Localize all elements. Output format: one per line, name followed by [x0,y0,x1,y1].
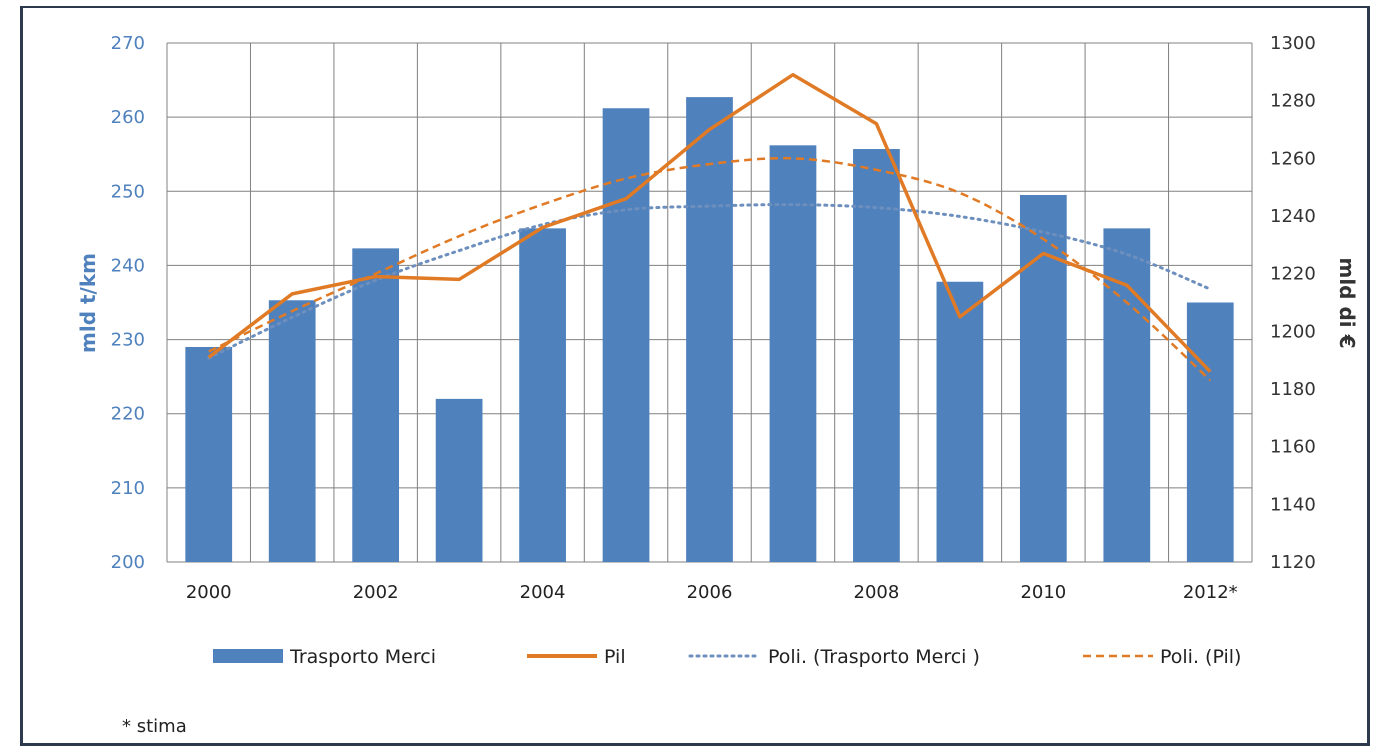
y-tick-right: 1220 [1270,264,1316,285]
bar-trasporto-merci [435,398,483,562]
bar-trasporto-merci [686,97,733,563]
bar-trasporto-merci [769,145,817,562]
x-tick: 2006 [687,582,733,603]
y-tick-right: 1180 [1270,379,1316,400]
y-tick-left: 220 [111,404,145,425]
y-tick-right: 1280 [1270,91,1316,112]
line-pil [207,72,1212,373]
x-tick: 2002 [353,582,399,603]
y-tick-right: 1260 [1270,148,1316,169]
bar-trasporto-merci [936,281,984,562]
legend-label-trend-trasporto: Poli. (Trasporto Merci ) [768,646,980,668]
x-tick: 2010 [1020,582,1066,603]
y-tick-left: 260 [111,107,145,128]
bar-trasporto-merci [185,346,233,562]
y-tick-left: 200 [111,552,145,573]
y-tick-right: 1160 [1270,437,1316,458]
legend-swatch-trasporto-merci [213,649,283,663]
bar-trasporto-merci [853,149,900,562]
bar-trasporto-merci [352,248,400,562]
y-tick-right: 1300 [1270,33,1316,54]
y-tick-right: 1120 [1270,552,1316,573]
y-tick-left: 230 [111,330,145,351]
x-tick: 2000 [186,582,232,603]
y-tick-left: 250 [111,181,145,202]
y-axis-left-label: mld t/km [76,253,100,353]
legend-label-trasporto-merci: Trasporto Merci [289,646,436,668]
bar-trasporto-merci [519,228,566,562]
trendline-pil [208,156,1212,382]
y-axis-right-label: mld di € [1335,257,1359,348]
y-tick-right: 1240 [1270,206,1316,227]
bar-trasporto-merci [1186,302,1234,562]
bar-trasporto-merci [1019,194,1067,562]
trendline-trasporto-merci [207,203,1212,360]
x-tick: 2012* [1183,582,1238,603]
y-tick-left: 240 [111,255,145,276]
x-tick: 2004 [520,582,566,603]
bar-trasporto-merci [602,108,650,562]
footnote: * stima [122,716,187,737]
y-tick-right: 1200 [1270,321,1316,342]
legend-label-pil: Pil [604,646,626,668]
y-tick-left: 210 [111,478,145,499]
bar-trasporto-merci [268,300,316,562]
y-tick-left: 270 [111,33,145,54]
legend-label-trend-pil: Poli. (Pil) [1160,646,1241,668]
y-tick-right: 1140 [1270,494,1316,515]
x-tick: 2008 [854,582,900,603]
